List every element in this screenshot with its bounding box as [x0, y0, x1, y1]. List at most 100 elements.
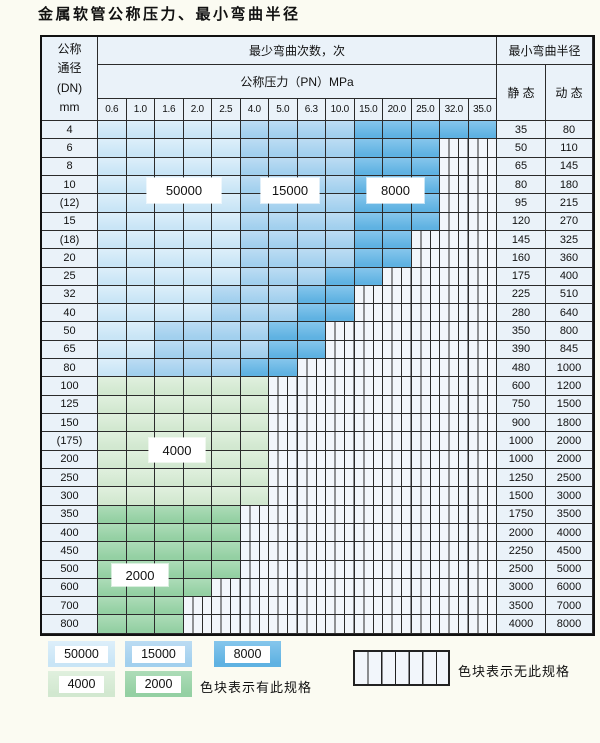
legend-swatch-15000: 15000 — [125, 641, 192, 667]
dn-label: 100 — [42, 377, 98, 396]
spec-cell-15000 — [269, 230, 298, 250]
spec-cell-2000 — [98, 542, 127, 561]
dynamic-header: 动 态 — [546, 65, 593, 121]
spec-cell-4000 — [98, 450, 127, 469]
nospec-cell — [183, 615, 212, 634]
spec-cell-15000 — [183, 359, 212, 378]
nospec-cell — [440, 194, 469, 213]
nospec-cell — [440, 523, 469, 543]
nospec-cell — [240, 560, 269, 579]
nospec-cell — [440, 578, 469, 598]
nospec-cell — [326, 377, 355, 396]
legend-no-spec-swatch — [353, 650, 450, 686]
dn-label: (18) — [42, 230, 98, 250]
spec-cell-15000 — [269, 267, 298, 286]
nospec-cell — [326, 487, 355, 506]
dynamic-radius-value: 80 — [546, 121, 593, 140]
spec-cell-50000 — [126, 322, 155, 341]
nospec-cell — [468, 615, 497, 634]
nospec-cell — [354, 304, 383, 323]
nospec-cell — [468, 432, 497, 451]
spec-cell-50000 — [126, 285, 155, 305]
spec-cell-2000 — [212, 523, 241, 543]
nospec-cell — [411, 285, 440, 305]
static-radius-value: 390 — [497, 340, 546, 360]
spec-cell-15000 — [183, 322, 212, 341]
dynamic-radius-value: 325 — [546, 230, 593, 250]
pressure-col-header: 0.6 — [98, 99, 127, 121]
spec-cell-50000 — [155, 121, 184, 140]
spec-cell-4000 — [126, 395, 155, 414]
spec-cell-4000 — [183, 487, 212, 506]
spec-cell-2000 — [126, 542, 155, 561]
nospec-cell — [468, 542, 497, 561]
legend-no-spec-text: 色块表示无此规格 — [458, 664, 571, 679]
nospec-cell — [269, 450, 298, 469]
dynamic-radius-value: 640 — [546, 304, 593, 323]
nospec-cell — [326, 395, 355, 414]
spec-cell-15000 — [297, 267, 326, 286]
static-radius-value: 4000 — [497, 615, 546, 634]
spec-cell-4000 — [240, 414, 269, 433]
spec-cell-8000 — [383, 157, 412, 176]
spec-cell-4000 — [155, 487, 184, 506]
spec-cell-50000 — [126, 304, 155, 323]
nospec-cell — [440, 340, 469, 360]
dn-label: 25 — [42, 267, 98, 286]
nospec-cell — [354, 359, 383, 378]
nospec-cell — [383, 542, 412, 561]
dn-label: 450 — [42, 542, 98, 561]
spec-cell-50000 — [183, 285, 212, 305]
dn-header-line: 公称 — [57, 42, 82, 57]
nospec-cell — [411, 340, 440, 360]
nospec-cell — [383, 468, 412, 488]
nospec-cell — [440, 414, 469, 433]
spec-cell-2000 — [183, 578, 212, 598]
nospec-cell — [269, 487, 298, 506]
spec-cell-50000 — [126, 212, 155, 231]
nospec-cell — [440, 230, 469, 250]
nospec-cell — [468, 267, 497, 286]
nospec-cell — [326, 505, 355, 524]
spec-cell-4000 — [155, 414, 184, 433]
spec-cell-15000 — [326, 194, 355, 213]
nospec-cell — [383, 505, 412, 524]
pressure-col-header: 20.0 — [383, 99, 412, 121]
spec-cell-50000 — [126, 157, 155, 176]
nospec-cell — [326, 542, 355, 561]
spec-cell-8000 — [411, 121, 440, 140]
spec-cell-4000 — [98, 487, 127, 506]
nospec-cell — [468, 359, 497, 378]
spec-cell-15000 — [240, 230, 269, 250]
nospec-cell — [411, 542, 440, 561]
spec-cell-8000 — [326, 304, 355, 323]
spec-cell-4000 — [240, 487, 269, 506]
nospec-cell — [440, 249, 469, 268]
static-radius-value: 35 — [497, 121, 546, 140]
spec-cell-2000 — [212, 505, 241, 524]
nospec-cell — [297, 505, 326, 524]
spec-cell-4000 — [98, 468, 127, 488]
spec-cell-4000 — [212, 450, 241, 469]
spec-cell-15000 — [326, 249, 355, 268]
nospec-cell — [297, 377, 326, 396]
spec-cell-4000 — [212, 432, 241, 451]
nospec-cell — [269, 505, 298, 524]
spec-cell-2000 — [183, 523, 212, 543]
nospec-cell — [383, 560, 412, 579]
spec-cell-2000 — [212, 542, 241, 561]
static-radius-value: 225 — [497, 285, 546, 305]
spec-cell-50000 — [155, 267, 184, 286]
nospec-cell — [297, 487, 326, 506]
static-radius-value: 1750 — [497, 505, 546, 524]
nospec-cell — [440, 139, 469, 158]
nospec-cell — [297, 523, 326, 543]
spec-cell-50000 — [98, 194, 127, 213]
nospec-cell — [411, 487, 440, 506]
nospec-cell — [468, 377, 497, 396]
spec-cell-15000 — [155, 322, 184, 341]
spec-cell-15000 — [240, 285, 269, 305]
static-radius-value: 160 — [497, 249, 546, 268]
spec-cell-15000 — [240, 304, 269, 323]
spec-cell-50000 — [212, 157, 241, 176]
